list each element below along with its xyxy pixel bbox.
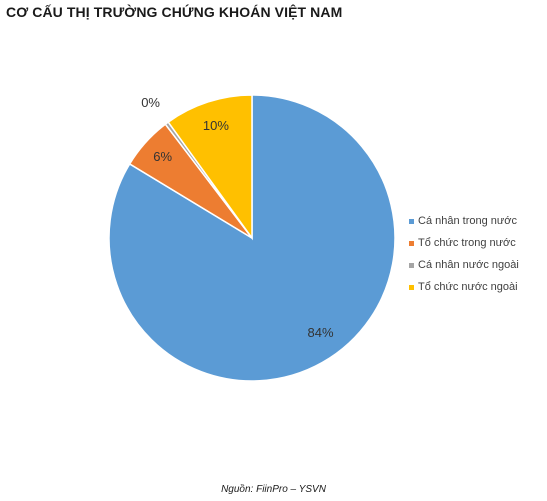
pie-slices [108,94,396,382]
source-note: Nguồn: FiinPro – YSVN [221,484,326,495]
legend-item-1: Cá nhân trong nước [409,210,519,232]
legend-swatch [409,218,414,224]
legend-item-2: Tổ chức trong nước [409,232,519,254]
legend-swatch [409,240,414,246]
slice-label-2: 6% [153,149,172,164]
legend-item-3: Cá nhân nước ngoài [409,254,519,276]
slice-label-3: 0% [141,95,160,110]
pie-slice-1 [108,94,396,382]
chart-title: CƠ CẤU THỊ TRƯỜNG CHỨNG KHOÁN VIỆT NAM [6,4,343,20]
pie-slice-4 [167,94,253,241]
legend-swatch [409,284,414,290]
legend-label: Cá nhân trong nước [418,215,517,227]
legend-label: Cá nhân nước ngoài [418,259,519,271]
slice-label-1: 84% [307,325,333,340]
legend-item-4: Tổ chức nước ngoài [409,276,519,298]
legend-label: Tổ chức nước ngoài [418,281,518,293]
legend-label: Tổ chức trong nước [418,237,516,249]
pie-labels: 84% 6% 0% 10% [141,95,334,340]
slice-label-4: 10% [203,118,229,133]
legend: Cá nhân trong nước Tổ chức trong nước Cá n… [409,210,519,298]
legend-swatch [409,262,414,268]
